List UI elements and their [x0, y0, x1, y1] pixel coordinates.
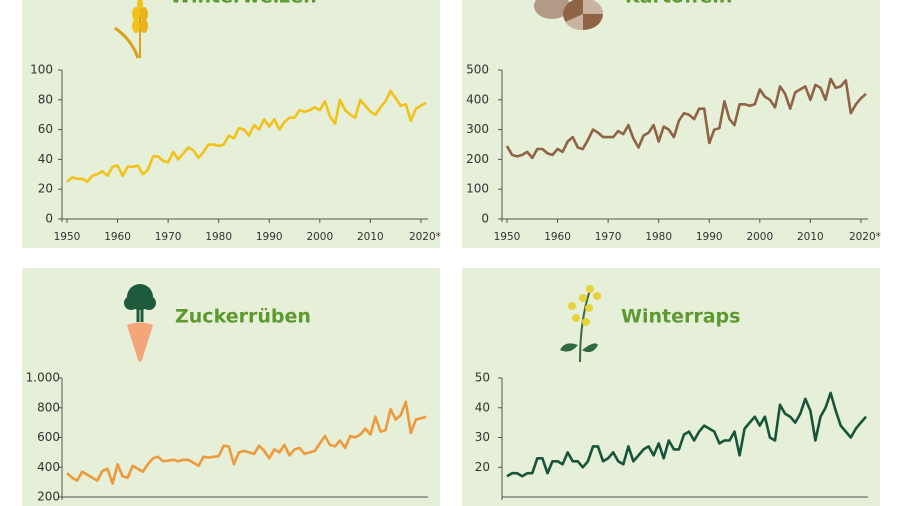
y-tick-label: 800: [37, 400, 60, 414]
x-tick-label: 1970: [595, 231, 622, 243]
x-tick-label: 1960: [544, 231, 571, 243]
x-tick-label: 1960: [104, 231, 131, 243]
rapeseed-icon: [560, 285, 601, 363]
beet-icon: [124, 284, 156, 362]
x-tick-label: 2010: [357, 231, 384, 243]
y-tick-label: 200: [37, 490, 60, 504]
potato-icon: [534, 0, 603, 31]
y-tick-label: 50: [475, 371, 490, 385]
data-line: [66, 400, 427, 485]
y-tick-label: 1.000: [26, 371, 60, 385]
x-tick-label: 2020*: [849, 231, 881, 243]
x-tick-label: 2000: [306, 231, 333, 243]
y-tick-label: 100: [466, 182, 489, 196]
x-tick-label: 1950: [54, 231, 81, 243]
x-tick-label: 2020*: [409, 231, 441, 243]
x-tick-label: 1950: [494, 231, 521, 243]
y-tick-label: 600: [37, 430, 60, 444]
panel: [462, 268, 880, 506]
y-tick-label: 200: [466, 152, 489, 166]
panel: [22, 268, 440, 506]
x-tick-label: 2000: [746, 231, 773, 243]
y-tick-label: 80: [38, 92, 53, 106]
y-tick-label: 500: [466, 63, 489, 77]
x-tick-label: 2010: [797, 231, 824, 243]
y-tick-label: 60: [38, 122, 53, 136]
chart-title: Zuckerrüben: [175, 306, 311, 328]
x-tick-label: 1980: [205, 231, 232, 243]
wheat-icon: [114, 0, 148, 59]
panel: [462, 0, 880, 248]
data-line: [505, 77, 867, 160]
y-tick-label: 100: [30, 63, 53, 77]
y-tick-label: 0: [481, 212, 489, 226]
y-tick-label: 300: [466, 122, 489, 136]
x-tick-label: 1990: [256, 231, 283, 243]
data-line: [66, 89, 427, 184]
y-tick-label: 40: [38, 152, 53, 166]
chart-title: Winterraps: [621, 306, 740, 328]
panel: [22, 0, 440, 248]
x-tick-label: 1980: [645, 231, 672, 243]
y-tick-label: 0: [45, 212, 53, 226]
y-tick-label: 30: [475, 430, 490, 444]
x-tick-label: 1970: [155, 231, 182, 243]
y-tick-label: 20: [475, 460, 490, 474]
chart-title: Kartoffeln: [625, 0, 732, 8]
y-tick-label: 20: [38, 182, 53, 196]
chart-title: Winterweizen: [170, 0, 317, 8]
x-tick-label: 1990: [696, 231, 723, 243]
y-tick-label: 400: [466, 92, 489, 106]
y-tick-label: 40: [475, 400, 490, 414]
data-line: [506, 391, 867, 478]
y-tick-label: 400: [37, 460, 60, 474]
